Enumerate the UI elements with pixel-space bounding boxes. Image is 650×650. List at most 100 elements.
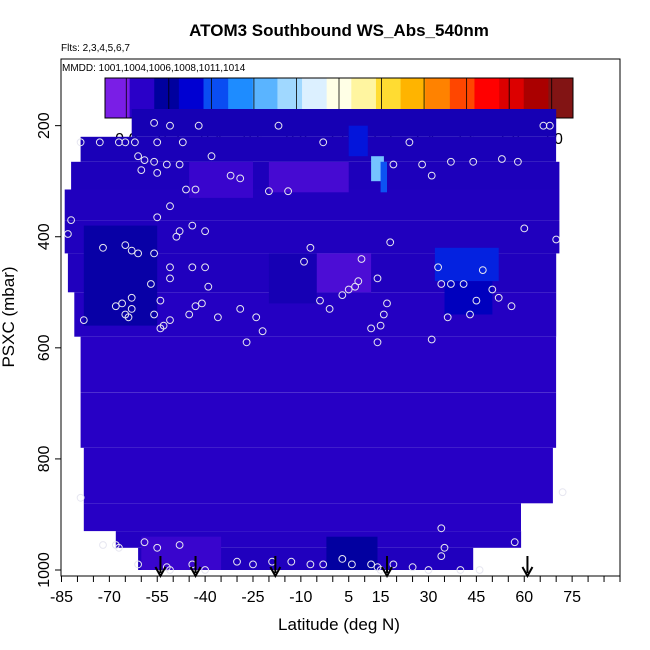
sample-point	[99, 541, 107, 549]
sample-point	[373, 338, 382, 347]
sample-point	[166, 316, 174, 325]
sample-point	[115, 543, 123, 552]
sample-point	[175, 227, 184, 236]
x-tick-label: 5	[344, 589, 353, 606]
sample-point	[405, 138, 414, 147]
sample-points	[64, 119, 567, 574]
sample-point	[185, 310, 194, 319]
sample-point	[175, 160, 184, 169]
sample-point	[472, 296, 481, 305]
sample-point	[204, 282, 213, 291]
sample-point	[447, 280, 455, 288]
x-tick-label: -55	[146, 589, 169, 606]
sample-point	[456, 566, 465, 574]
sample-point	[64, 230, 72, 238]
sample-point	[201, 566, 210, 574]
sample-point	[466, 310, 474, 319]
sample-point	[284, 187, 293, 196]
x-tick-label: -25	[241, 589, 264, 606]
sample-point	[121, 241, 130, 250]
x-tick-label: 60	[515, 589, 533, 606]
sample-point	[162, 160, 171, 169]
sample-point	[306, 243, 315, 252]
sample-point	[140, 156, 149, 165]
sample-point	[76, 138, 85, 147]
sample-point	[357, 255, 366, 263]
sample-point	[478, 266, 487, 275]
sample-point	[150, 119, 159, 127]
x-tick-label: 30	[420, 589, 438, 606]
sample-point	[427, 171, 436, 180]
surface-arrow	[521, 556, 534, 579]
sample-point	[319, 138, 328, 147]
sample-point	[367, 560, 376, 569]
x-axis-label: Latitude (deg N)	[278, 615, 400, 634]
sample-point	[99, 243, 107, 252]
sample-point	[510, 538, 519, 547]
sample-point	[150, 249, 159, 258]
heatmap-cell	[189, 161, 253, 198]
sample-point	[191, 302, 200, 311]
x-tick-label: 45	[467, 589, 485, 606]
heatmap-cell	[80, 336, 557, 393]
x-tick-label: 15	[372, 589, 390, 606]
heatmap-cell	[316, 253, 372, 293]
sample-point	[252, 313, 261, 322]
heatmap-cell	[83, 503, 522, 532]
sample-point	[488, 285, 497, 294]
sample-point	[552, 235, 561, 244]
sample-point	[182, 185, 190, 194]
sample-point	[437, 524, 446, 533]
sample-point	[475, 566, 484, 574]
sample-point	[507, 302, 516, 311]
mmdd-label: MMDD: 1001,1004,1006,1008,1011,1014	[62, 63, 246, 74]
sample-point	[175, 541, 184, 549]
sample-point	[236, 305, 245, 313]
heatmap-cell	[444, 281, 493, 315]
heatmap-cell	[348, 125, 368, 157]
heatmap-cell	[380, 161, 387, 193]
sample-point	[95, 138, 104, 147]
sample-point	[437, 552, 446, 560]
sample-point	[127, 305, 136, 313]
sample-point	[166, 263, 174, 272]
heatmap-cell	[131, 109, 557, 137]
sample-point	[153, 169, 162, 177]
sample-point	[338, 291, 347, 300]
sample-point	[494, 293, 503, 302]
sample-point	[127, 293, 136, 302]
sample-point	[424, 566, 433, 574]
sample-point	[201, 227, 210, 236]
sample-point	[447, 157, 455, 166]
sample-point	[386, 238, 395, 247]
sample-point	[150, 310, 159, 319]
sample-point	[348, 560, 356, 569]
sample-point	[306, 560, 315, 569]
sample-point	[127, 246, 136, 255]
sample-point	[558, 488, 567, 497]
colorbar-block	[105, 78, 131, 118]
sample-point	[242, 338, 251, 347]
sample-point	[233, 557, 241, 566]
heatmap-cell	[434, 247, 499, 282]
sample-point	[427, 335, 436, 344]
heatmap-cell	[80, 136, 557, 162]
sample-point	[408, 563, 417, 572]
x-tick-label: -70	[98, 589, 121, 606]
sample-point	[188, 263, 197, 272]
plot-area	[60, 58, 621, 579]
sample-point	[194, 121, 203, 130]
sample-point	[67, 216, 75, 225]
sample-point	[379, 310, 388, 319]
sample-point	[153, 138, 162, 147]
heatmap-cell	[138, 547, 474, 570]
sample-point	[121, 138, 130, 147]
sample-point	[188, 221, 197, 230]
sample-point	[166, 566, 174, 574]
heatmap-cell	[64, 189, 560, 220]
x-tick-label: -40	[194, 589, 217, 606]
x-tick-label: 75	[563, 589, 581, 606]
sample-point	[137, 166, 146, 175]
y-axis: 1000 800 600 400 200	[36, 112, 61, 588]
